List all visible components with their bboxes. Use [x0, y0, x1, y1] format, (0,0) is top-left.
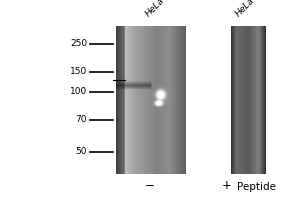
Text: Peptide: Peptide	[237, 182, 276, 192]
Text: 70: 70	[76, 116, 87, 124]
Text: 100: 100	[70, 88, 87, 97]
Text: 50: 50	[76, 148, 87, 156]
Text: HeLa: HeLa	[234, 0, 256, 18]
Text: +: +	[222, 179, 231, 192]
Text: HeLa: HeLa	[144, 0, 166, 18]
Text: 250: 250	[70, 40, 87, 48]
Text: 150: 150	[70, 68, 87, 76]
Text: −: −	[145, 179, 155, 192]
